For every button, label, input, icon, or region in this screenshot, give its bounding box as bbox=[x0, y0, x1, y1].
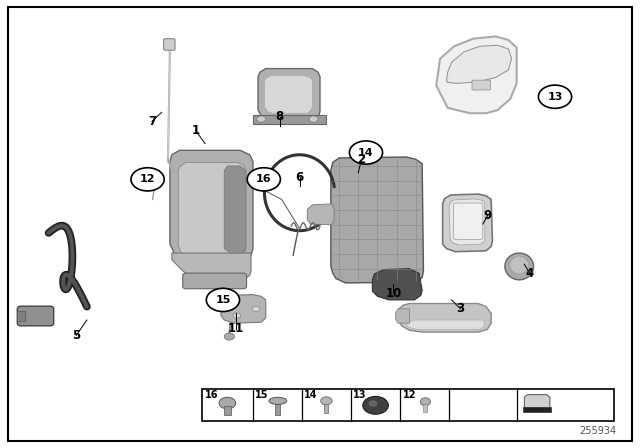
Polygon shape bbox=[443, 194, 492, 252]
Text: 12: 12 bbox=[140, 174, 156, 184]
Ellipse shape bbox=[269, 397, 287, 405]
FancyBboxPatch shape bbox=[454, 203, 483, 240]
Polygon shape bbox=[406, 320, 484, 329]
Polygon shape bbox=[331, 157, 424, 283]
Text: 16: 16 bbox=[205, 391, 218, 401]
Ellipse shape bbox=[505, 253, 534, 280]
Circle shape bbox=[247, 168, 280, 191]
Circle shape bbox=[349, 141, 383, 164]
Ellipse shape bbox=[509, 256, 529, 274]
Text: 6: 6 bbox=[296, 171, 304, 184]
Circle shape bbox=[363, 396, 388, 414]
Text: 14: 14 bbox=[303, 391, 317, 401]
Text: 10: 10 bbox=[385, 287, 401, 300]
Circle shape bbox=[233, 313, 241, 318]
FancyBboxPatch shape bbox=[164, 39, 175, 50]
Text: 3: 3 bbox=[456, 302, 465, 315]
FancyBboxPatch shape bbox=[324, 405, 328, 414]
Circle shape bbox=[206, 289, 239, 311]
Text: 13: 13 bbox=[547, 92, 563, 102]
FancyBboxPatch shape bbox=[202, 389, 614, 422]
FancyBboxPatch shape bbox=[253, 116, 326, 124]
Circle shape bbox=[131, 168, 164, 191]
Polygon shape bbox=[258, 69, 320, 119]
Text: 255934: 255934 bbox=[579, 426, 616, 436]
Polygon shape bbox=[396, 309, 410, 323]
Text: 5: 5 bbox=[72, 329, 80, 342]
FancyBboxPatch shape bbox=[472, 80, 490, 90]
Text: 4: 4 bbox=[525, 267, 534, 280]
Polygon shape bbox=[172, 253, 251, 280]
Circle shape bbox=[369, 401, 378, 407]
Polygon shape bbox=[524, 395, 550, 411]
Text: 9: 9 bbox=[484, 209, 492, 222]
Polygon shape bbox=[436, 36, 516, 113]
Text: 14: 14 bbox=[358, 147, 374, 158]
Text: 16: 16 bbox=[256, 174, 271, 184]
Text: 11: 11 bbox=[228, 323, 244, 336]
FancyBboxPatch shape bbox=[424, 404, 428, 412]
Polygon shape bbox=[398, 303, 491, 332]
Circle shape bbox=[321, 397, 332, 405]
Circle shape bbox=[252, 306, 260, 311]
Text: 12: 12 bbox=[403, 391, 416, 401]
FancyBboxPatch shape bbox=[182, 273, 246, 289]
Polygon shape bbox=[170, 151, 253, 260]
Polygon shape bbox=[447, 45, 511, 83]
Circle shape bbox=[219, 397, 236, 409]
FancyBboxPatch shape bbox=[523, 407, 551, 412]
Polygon shape bbox=[178, 162, 246, 255]
Circle shape bbox=[257, 116, 266, 122]
Circle shape bbox=[538, 85, 572, 108]
Polygon shape bbox=[307, 204, 334, 225]
Circle shape bbox=[309, 116, 318, 122]
Text: 15: 15 bbox=[255, 391, 269, 401]
Polygon shape bbox=[264, 76, 312, 113]
Ellipse shape bbox=[420, 398, 431, 406]
FancyBboxPatch shape bbox=[17, 306, 54, 326]
Polygon shape bbox=[449, 199, 484, 245]
FancyBboxPatch shape bbox=[17, 311, 25, 321]
FancyBboxPatch shape bbox=[224, 406, 230, 415]
Text: 13: 13 bbox=[353, 391, 366, 401]
Text: 7: 7 bbox=[148, 115, 156, 128]
Text: 1: 1 bbox=[191, 124, 200, 137]
Text: 15: 15 bbox=[215, 295, 230, 305]
FancyBboxPatch shape bbox=[275, 404, 280, 415]
Text: 2: 2 bbox=[358, 153, 365, 166]
FancyBboxPatch shape bbox=[8, 8, 632, 440]
Text: 8: 8 bbox=[276, 110, 284, 123]
Polygon shape bbox=[372, 269, 422, 300]
Circle shape bbox=[224, 333, 234, 340]
Polygon shape bbox=[221, 295, 266, 323]
Polygon shape bbox=[224, 166, 246, 253]
